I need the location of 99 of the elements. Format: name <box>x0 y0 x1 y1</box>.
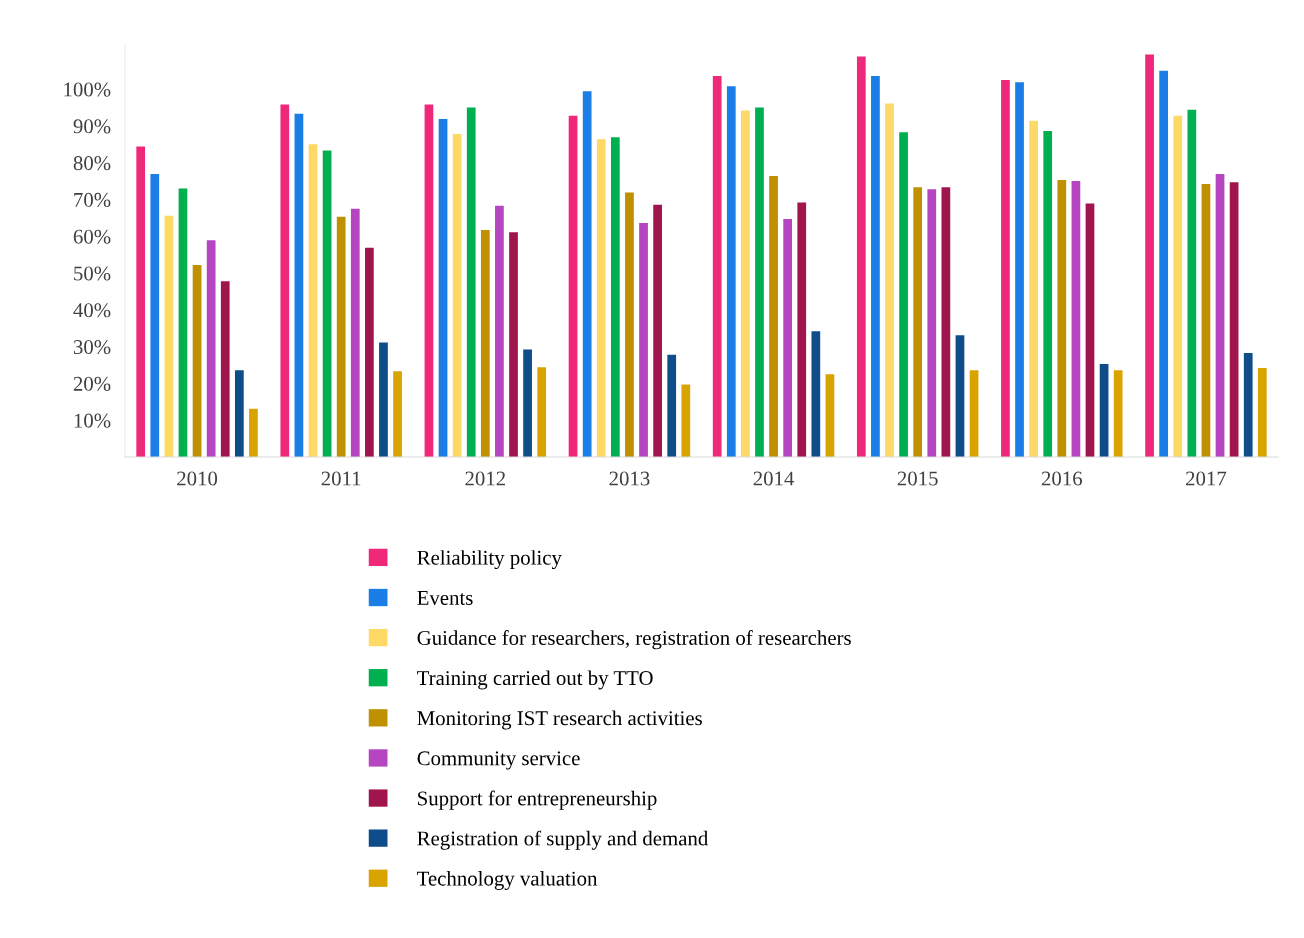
y-tick-label: 60% <box>73 229 111 244</box>
bar <box>365 247 374 457</box>
bar <box>280 104 290 457</box>
bar <box>1159 70 1169 457</box>
bar <box>452 134 462 457</box>
bar <box>1071 181 1081 457</box>
bar <box>568 115 578 457</box>
bar <box>523 349 532 457</box>
bar <box>769 175 778 457</box>
bar <box>393 371 402 457</box>
y-tick-label: 80% <box>73 156 111 171</box>
legend-label: Events <box>417 591 473 605</box>
bar <box>1001 79 1010 457</box>
y-tick-label: 30% <box>73 340 111 355</box>
bar <box>308 144 318 457</box>
bar <box>1229 182 1239 457</box>
legend-label: Registration of supply and demand <box>417 830 709 850</box>
bar <box>206 240 216 457</box>
x-tick-label: 2015 <box>897 471 938 486</box>
bar <box>1215 174 1225 457</box>
bar <box>466 107 476 457</box>
bar <box>1029 120 1038 457</box>
bar <box>681 384 691 457</box>
bar <box>294 113 304 457</box>
bar <box>639 223 648 457</box>
bar <box>1043 131 1053 457</box>
legend-label: Monitoring IST research activities <box>417 710 702 730</box>
x-tick-label: 2014 <box>753 471 795 486</box>
x-tick-label: 2012 <box>465 471 505 486</box>
bar <box>811 331 821 457</box>
bar <box>1187 109 1197 457</box>
bar <box>220 281 230 457</box>
bar <box>1099 363 1109 457</box>
bar <box>755 107 764 457</box>
bar <box>797 202 807 457</box>
y-tick-label: 90% <box>73 119 111 134</box>
y-tick-label: 100% <box>64 82 111 97</box>
bar <box>336 216 346 457</box>
y-tick-label: 50% <box>74 266 111 281</box>
bar <box>741 110 750 457</box>
bar <box>1085 203 1095 457</box>
y-tick-label: 10% <box>74 413 111 428</box>
x-tick-label: 2011 <box>321 471 361 486</box>
bar <box>192 264 202 457</box>
y-tick-label: 70% <box>74 192 111 207</box>
bar <box>164 215 174 457</box>
y-tick-label: 40% <box>73 303 111 318</box>
bar <box>1057 180 1067 457</box>
bar <box>1201 184 1211 457</box>
bar <box>1145 54 1154 457</box>
legend-label: Community service <box>417 751 580 770</box>
bar <box>871 75 880 457</box>
legend-label: Reliability policy <box>417 550 562 570</box>
bar <box>438 118 448 457</box>
bar <box>1257 367 1267 457</box>
bar <box>150 174 160 457</box>
bar <box>667 354 677 457</box>
bar <box>783 219 793 457</box>
legend-label: Guidance for researchers, registration of researchers <box>417 630 851 650</box>
bar <box>610 137 620 457</box>
bar <box>379 342 388 457</box>
bar <box>178 188 188 457</box>
bar <box>249 408 258 457</box>
bar <box>322 150 332 457</box>
legend-label: Support for entrepreneurship <box>418 790 657 810</box>
bar <box>234 370 244 457</box>
bar <box>927 189 937 457</box>
bar <box>726 86 736 457</box>
bar <box>537 367 547 457</box>
y-tick-label: 20% <box>73 376 111 391</box>
bar <box>1015 82 1024 457</box>
x-tick-label: 2016 <box>1041 471 1083 486</box>
bar <box>1243 352 1253 457</box>
bar <box>825 374 835 457</box>
bar <box>495 205 504 457</box>
bar <box>969 370 979 457</box>
bar <box>712 75 722 457</box>
bar <box>424 104 434 457</box>
bar <box>913 187 923 457</box>
bar <box>856 56 866 457</box>
bar <box>582 91 592 457</box>
bar <box>899 132 908 457</box>
x-tick-label: 2013 <box>609 471 650 486</box>
bar <box>1113 370 1123 457</box>
bar <box>509 232 518 457</box>
bar <box>653 204 662 457</box>
bar <box>885 103 894 457</box>
bar <box>1173 115 1183 457</box>
legend-label: Technology valuation <box>417 870 598 890</box>
bar <box>480 230 490 457</box>
bar <box>350 208 360 457</box>
bar <box>596 139 606 457</box>
bar <box>955 335 965 457</box>
bar <box>625 192 634 457</box>
bar <box>136 146 146 457</box>
bar <box>941 187 951 457</box>
legend-label: Training carried out by TTO <box>417 670 653 690</box>
x-tick-label: 2010 <box>177 471 218 486</box>
x-tick-label: 2017 <box>1186 471 1227 486</box>
